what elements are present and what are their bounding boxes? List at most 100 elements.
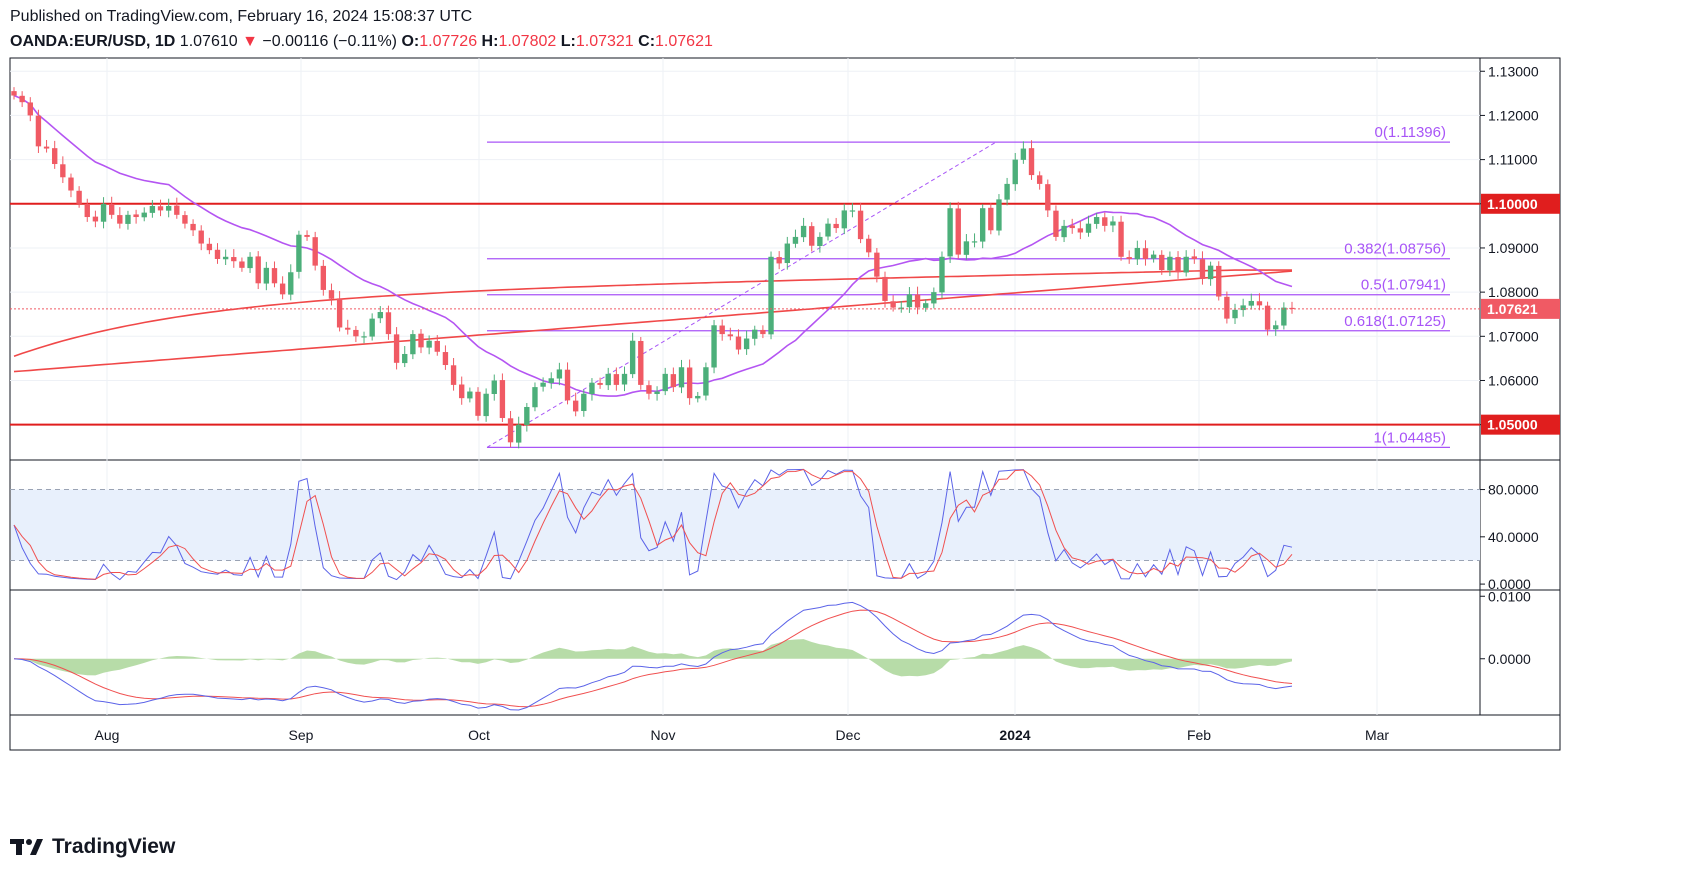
candle [825,218,831,241]
candle-body [817,236,823,247]
candle-body [418,333,424,348]
candle [190,219,196,237]
macd-histogram [14,639,1292,677]
candle-body [890,301,896,308]
candle-body [60,164,66,178]
candle-body [727,334,734,337]
candle-body [1281,307,1287,326]
candle-body [1020,148,1027,160]
candle [214,243,221,264]
candle-body [963,241,970,255]
candle [345,319,351,335]
candle-body [157,206,164,211]
candle [743,330,750,355]
candle [312,231,318,271]
candle [418,329,424,354]
candle [572,392,579,417]
candle-body [670,374,677,388]
candle-body [369,318,375,337]
candle-body [638,340,644,385]
candle [450,357,457,391]
candle [556,362,563,386]
candle-body [353,329,359,337]
candle [442,345,449,370]
candle-body [68,177,74,191]
candle-body [255,256,261,284]
open-label: O: [401,33,420,50]
candle [92,210,99,228]
candle-body [1175,257,1181,273]
candle-body [100,203,107,222]
candle [857,202,864,244]
candle-body [312,237,318,266]
candle [165,198,172,218]
candle [849,203,856,218]
candle-body [11,91,17,96]
candle-body [939,256,945,293]
symbol-name[interactable]: OANDA:EUR/USD, 1D [10,33,176,50]
candle [1232,303,1238,324]
candle [1036,171,1043,190]
candle-body [1256,301,1263,306]
candle [149,200,156,218]
candle-body [654,391,660,395]
candle-body [1110,221,1116,226]
candle-body [149,205,156,213]
candle-body [703,367,709,396]
fib-level-label: 0.618(1.07125) [1344,313,1446,330]
candle [597,377,603,389]
candle [638,337,644,390]
y-tick-label: 1.07000 [1488,328,1539,344]
candle-body [825,223,831,237]
candle-body [923,303,929,308]
candle-body [499,380,506,419]
candle [1175,251,1181,279]
x-tick-label: Feb [1187,727,1211,743]
candle [768,251,774,340]
candle [866,234,872,258]
candle-body [361,336,367,338]
stoch-zone [11,489,1480,561]
candle [1134,240,1141,266]
candle [76,186,82,208]
candle [1167,251,1173,277]
candle [800,217,807,243]
candle [1142,240,1149,266]
candle [752,325,758,346]
fib-level-label: 0.382(1.08756) [1344,241,1446,258]
candle-body [1224,296,1230,319]
chart-frame [9,57,1561,751]
candle-body [133,214,139,218]
candle-body [857,210,864,240]
candle [1020,141,1027,164]
candle-body [996,199,1002,231]
candle [426,335,432,355]
candle-body [809,226,815,246]
candle-body [35,115,42,147]
candle [1012,152,1018,191]
candle-body [516,424,522,443]
candle [84,198,90,222]
candle-body [979,208,986,242]
candle [955,201,961,259]
candle [923,299,929,312]
price-tag-label: 1.10000 [1487,196,1538,212]
candle-body [43,146,50,149]
candle-body [271,268,278,284]
candle-body [540,382,546,387]
brand-logo[interactable]: TradingView [10,835,175,859]
candle-body [190,223,196,231]
candle [833,217,839,233]
candle [1093,213,1100,229]
candle-body [866,238,872,253]
candle [963,234,970,260]
candle-body [231,257,237,262]
candle-body [735,336,742,350]
candle [434,335,440,356]
candle [906,287,913,313]
candle [288,264,294,301]
candle-body [328,290,335,299]
x-tick-label: 2024 [999,727,1030,743]
candle-body [402,353,408,364]
